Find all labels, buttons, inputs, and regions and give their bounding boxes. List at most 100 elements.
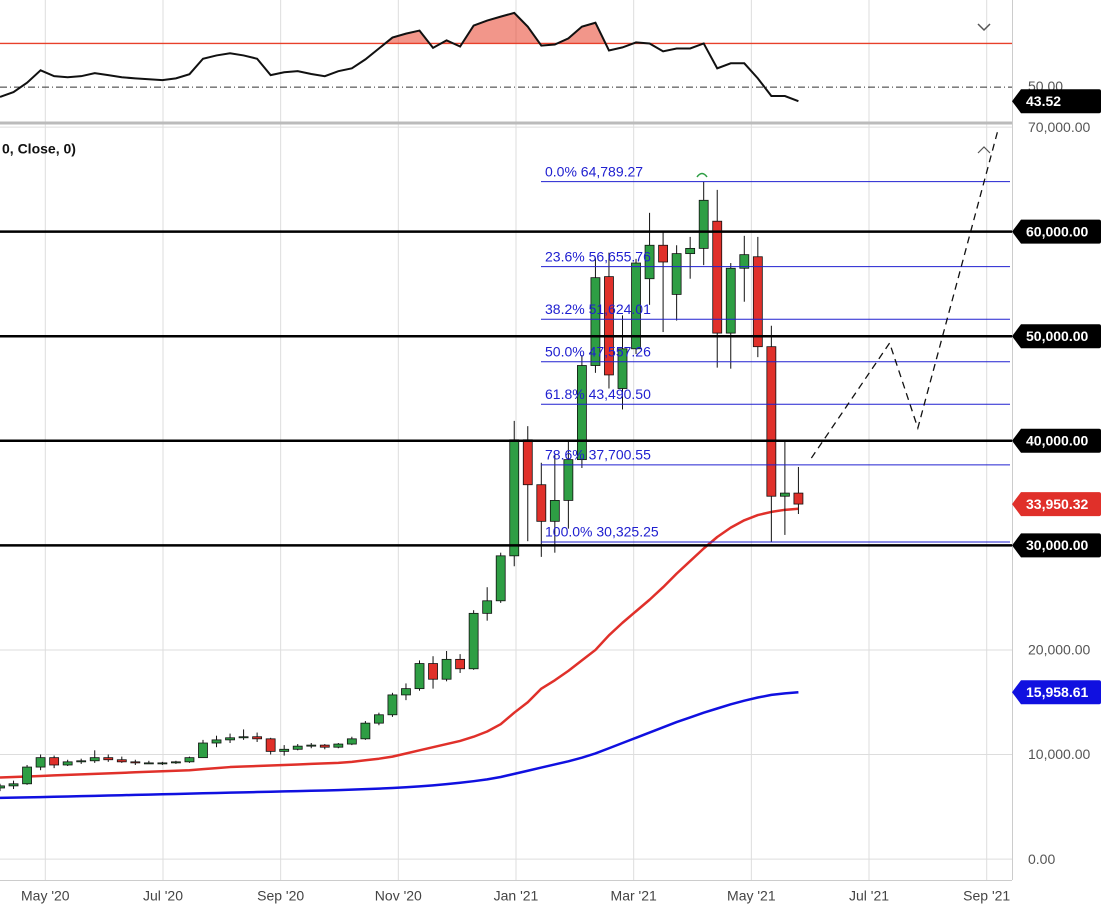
candle: [360, 721, 371, 740]
candle-body: [577, 365, 587, 461]
candle: [116, 756, 127, 763]
candle: [455, 654, 466, 673]
x-tick-label: Mar '21: [611, 888, 657, 904]
candle: [238, 729, 249, 740]
candle: [698, 181, 709, 266]
price-tag: 15,958.61: [1012, 680, 1101, 705]
candle-body: [725, 267, 736, 334]
x-tick-label: May '21: [727, 888, 776, 904]
candle-body: [143, 762, 154, 765]
candle: [671, 245, 682, 321]
axes: May '20 Jul '20 Sep '20 Nov '20 Jan '21 Mar '…: [21, 78, 1101, 904]
candle-body: [536, 484, 547, 522]
candle-body: [752, 256, 763, 348]
x-tick-label: Sep '21: [963, 888, 1010, 904]
candle-body: [522, 439, 533, 486]
candle-body: [116, 759, 127, 763]
candle-body: [374, 714, 384, 724]
last-value-tag-box: [1012, 89, 1101, 114]
candle-body: [157, 762, 168, 765]
candle: [631, 258, 641, 355]
fib-label: 61.8% 43,490.50: [545, 386, 651, 402]
candle: [617, 315, 628, 410]
level-tag-label: 40,000.00: [1026, 433, 1088, 449]
candle-body: [360, 722, 371, 740]
level-tag-box: [1012, 219, 1101, 244]
candle-body: [631, 262, 641, 350]
candle: [62, 759, 73, 767]
candle: [482, 587, 493, 621]
candle-body: [76, 760, 87, 763]
candle-body: [279, 748, 290, 752]
candle: [22, 764, 32, 785]
candle: [0, 783, 5, 792]
candle-body: [739, 254, 750, 269]
candle: [89, 750, 100, 763]
fib-label: 50.0% 47,557.26: [545, 343, 651, 359]
candle-body: [333, 743, 344, 748]
candle-body: [468, 612, 479, 670]
candle-body: [387, 694, 398, 716]
candle-body: [509, 439, 520, 557]
study-label: 0, Close, 0): [2, 141, 76, 157]
candle-body: [441, 658, 452, 680]
level-tag-label: 30,000.00: [1026, 537, 1088, 553]
level-tag-box: [1012, 428, 1101, 453]
candle: [225, 733, 235, 744]
candle-body: [252, 736, 263, 740]
candle: [604, 252, 614, 389]
candle: [401, 683, 411, 701]
candle-body: [793, 492, 804, 505]
candle-body: [495, 555, 506, 602]
level-tag: 30,000.00: [1012, 533, 1101, 558]
candle: [536, 462, 547, 557]
candle: [35, 754, 46, 771]
candle: [725, 263, 736, 369]
candle-body: [211, 739, 222, 744]
x-tick-label: May '20: [21, 888, 70, 904]
candle: [346, 736, 357, 746]
candle-body: [604, 276, 614, 376]
candle: [103, 754, 114, 762]
candle: [76, 758, 87, 764]
last-value-tag: 43.52: [1012, 89, 1101, 114]
rsi-line: [0, 11, 799, 103]
x-tick-label: Jul '20: [143, 888, 183, 904]
candle: [306, 743, 317, 749]
candle-body: [563, 459, 574, 501]
candle-body: [198, 742, 208, 759]
candle: [333, 743, 344, 749]
candle-body: [401, 688, 411, 696]
fib-label: 38.2% 51,624.01: [545, 301, 651, 317]
candle: [495, 552, 506, 603]
candle-body: [319, 744, 330, 748]
level-tag-box: [1012, 324, 1101, 349]
candle: [685, 236, 696, 279]
candle-body: [265, 738, 276, 752]
y-tick-label: 0.00: [1028, 851, 1055, 867]
price-tag: 33,950.32: [1012, 492, 1101, 517]
candle-body: [549, 500, 560, 522]
candle-body: [22, 766, 32, 785]
candle-body: [171, 761, 181, 764]
candle-body: [617, 348, 628, 389]
candle: [171, 760, 181, 764]
candle-body: [306, 744, 317, 747]
collapse-button[interactable]: [977, 23, 991, 32]
candle: [143, 760, 154, 765]
overbought-area: [0, 12, 799, 44]
candle-body: [414, 663, 425, 690]
price-tag-label: 33,950.32: [1026, 496, 1088, 512]
candle: [292, 744, 303, 751]
x-tick-label: Nov '20: [375, 888, 422, 904]
candle: [658, 231, 668, 333]
price-panel: 0.0% 64,789.27 23.6% 56,655.76 38.2% 51,62…: [0, 127, 1012, 800]
candle-body: [766, 346, 777, 497]
moving-average: [0, 691, 799, 800]
fib-label: 0.0% 64,789.27: [545, 163, 643, 179]
price-tag-box: [1012, 680, 1101, 705]
expand-button[interactable]: [977, 146, 991, 154]
